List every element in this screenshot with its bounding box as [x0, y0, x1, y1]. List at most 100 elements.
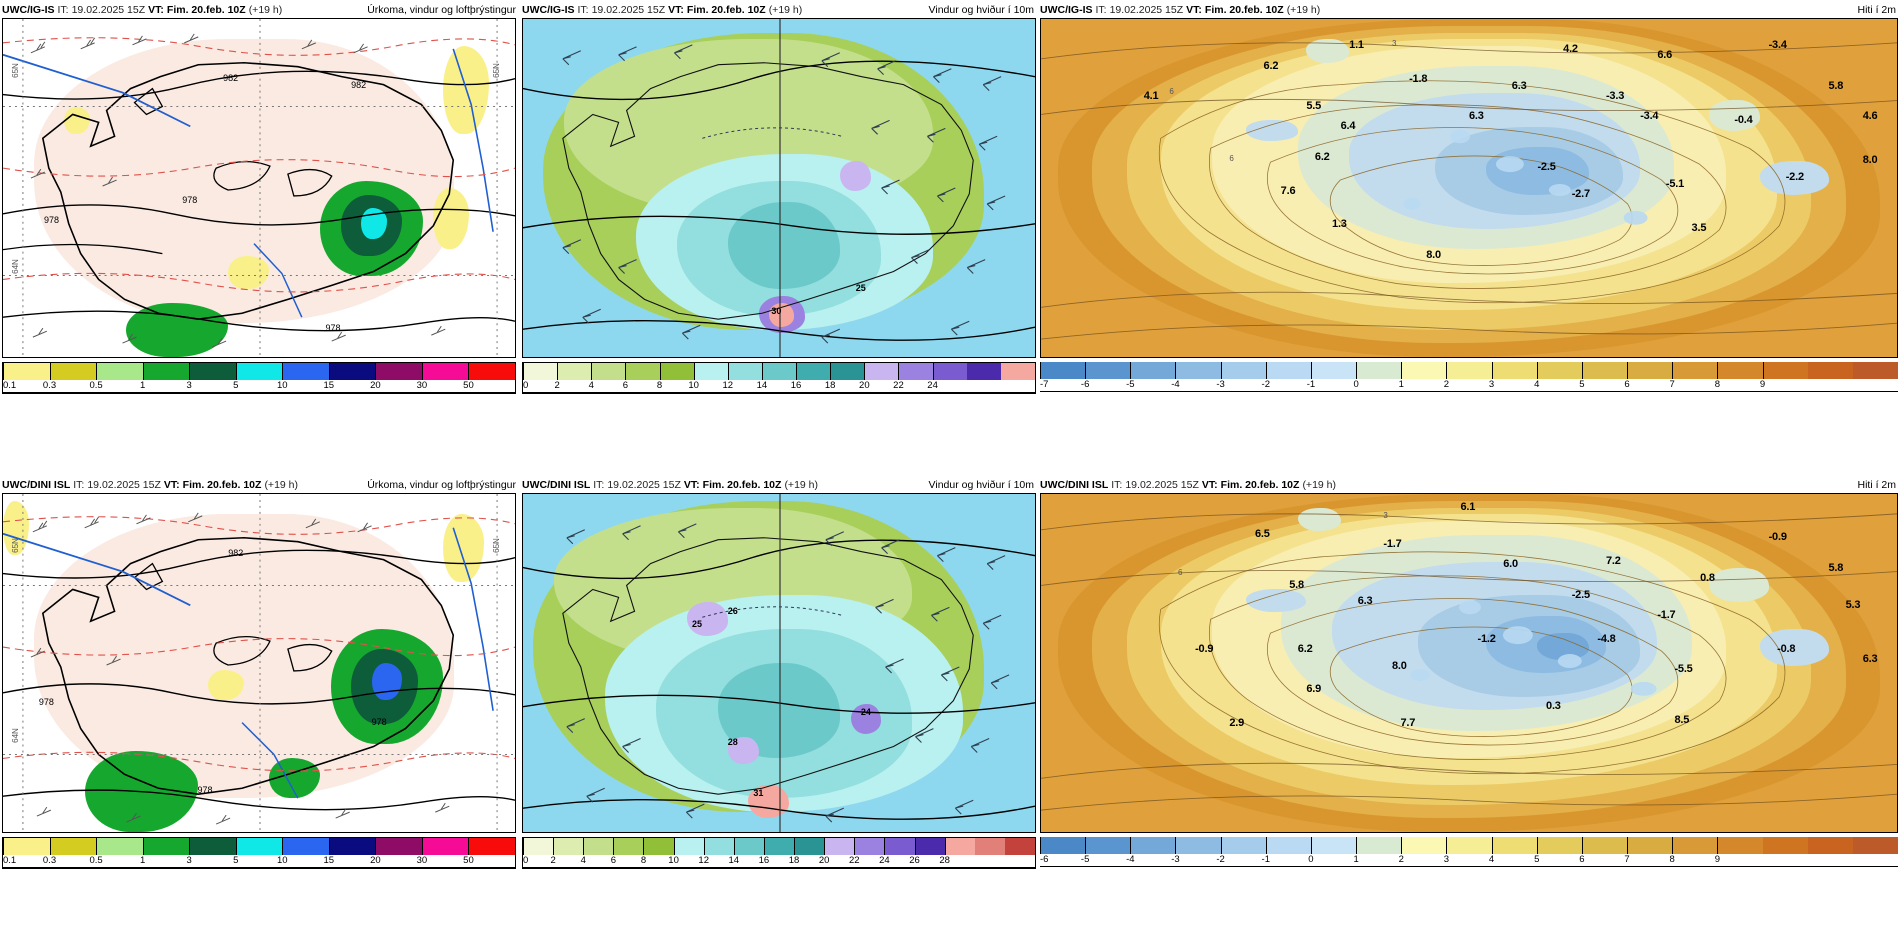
colorbar-tick-mark [613, 838, 615, 855]
temperature-value-label: 2.9 [1229, 717, 1245, 730]
colorbar-tick-mark [944, 838, 946, 855]
map-temperature[interactable]: 1.1 6.2 -1.8 4.1 4.2 6.6 -3.4 6.3 5.5 -3.3 5.8 6.4 6… [1040, 18, 1898, 358]
colorbar-swatch [703, 838, 734, 855]
colorbar-axis: 0.1 0.3 0.5 1 3 5 10 15 20 30 50 [3, 363, 515, 393]
colorbar-swatch [1581, 837, 1628, 854]
valid-label: VT: [163, 479, 180, 491]
colorbar-swatch [625, 363, 660, 380]
panel-wind-dini[interactable]: UWC/DINI ISL IT: 19.02.2025 15Z VT: Fim.… [520, 475, 1038, 950]
colorbar-swatch [1536, 362, 1582, 379]
colorbar-tick-mark [854, 838, 856, 855]
init-time: 19.02.2025 15Z [1125, 479, 1199, 491]
colorbar-swatch [1627, 837, 1673, 854]
colorbar-axis: 0 2 4 6 8 10 12 14 16 18 20 22 24 [523, 363, 1035, 393]
lead-time: (+19 h) [784, 479, 818, 491]
colorbar-tick-mark [659, 363, 661, 380]
temperature-colorbar-container: -6 -5 -4 -3 -2 -1 0 1 2 3 4 5 6 7 8 9 [1040, 837, 1898, 867]
wind-area [748, 784, 790, 819]
lead-time: (+19 h) [264, 479, 298, 491]
panel-parameter: Hiti í 2m [1857, 4, 1896, 16]
colorbar-tick-label: 0.5 [89, 380, 103, 391]
colorbar-tick-mark [1085, 362, 1087, 379]
coastline-overlay [523, 19, 1035, 357]
colorbar-swatch [3, 838, 50, 855]
colorbar-tick-mark [1401, 362, 1403, 379]
colorbar-tick-label: 14 [756, 380, 768, 391]
colorbar-tick-mark [830, 363, 832, 380]
map-temperature[interactable]: 6.1 6.5 -1.7 -0.9 6.0 7.2 0.8 5.8 5.8 6.3 -2.5 -1.7… [1040, 493, 1898, 833]
precip-area [125, 302, 229, 357]
colorbar-swatch [96, 838, 143, 855]
map-wind[interactable]: 26 25 28 24 31 [522, 493, 1036, 833]
grid-label: 64N [10, 259, 20, 275]
temperature-value-label: 5.8 [1289, 578, 1304, 591]
colorbar-tick-label: 16 [758, 855, 770, 866]
init-time: 19.02.2025 15Z [1109, 4, 1184, 16]
colorbar-swatch [932, 363, 967, 380]
colorbar-tick-mark [914, 838, 916, 855]
map-wind[interactable]: 30 25 [522, 18, 1036, 358]
temperature-value-label: -2.5 [1537, 160, 1556, 173]
panel-temperature-dini[interactable]: UWC/DINI ISL IT: 19.02.2025 15Z VT: Fim.… [1038, 475, 1900, 950]
wind-area [686, 602, 728, 636]
colorbar-tick-label: 0.1 [3, 855, 17, 866]
colorbar-swatch [1717, 362, 1763, 379]
coastline-overlay [523, 494, 1035, 832]
model-name: UWC/DINI ISL [522, 479, 591, 491]
colorbar-swatch [1040, 362, 1086, 379]
colorbar-tick-mark [375, 363, 377, 380]
colorbar-swatch [1401, 362, 1447, 379]
colorbar-baseline [523, 866, 1035, 868]
colorbar-swatch [1310, 837, 1357, 854]
precip-area [228, 255, 270, 290]
panel-parameter: Hiti í 2m [1857, 479, 1896, 491]
colorbar-tick-label: -4 [1126, 854, 1135, 865]
temperature-value-label: 7.6 [1280, 184, 1296, 197]
temperature-value-label: -0.9 [1768, 531, 1787, 544]
panel-header: UWC/IG-IS IT: 19.02.2025 15Z VT: Fim. 20… [2, 3, 518, 17]
colorbar-tick-label: 50 [463, 855, 474, 866]
map-precipitation[interactable]: 978 978 978 982 982 65N 65N 64N [2, 18, 516, 358]
colorbar-swatch [49, 838, 97, 855]
colorbar-tick-label: 10 [688, 380, 699, 391]
colorbar-tick-label: -1 [1261, 854, 1271, 865]
colorbar-tick-label: 3 [1443, 854, 1450, 865]
colorbar-tick-mark [583, 838, 585, 855]
init-label: IT: [57, 4, 69, 16]
colorbar-swatch [375, 838, 422, 855]
contour-label: 3 [1391, 39, 1397, 49]
map-precipitation[interactable]: 978 978 978 982 65N 65N 64N [2, 493, 516, 833]
map-canvas: 978 978 978 982 65N 65N 64N [3, 494, 515, 832]
colorbar-tick-mark [591, 363, 593, 380]
colorbar-baseline [1040, 865, 1898, 867]
colorbar-tick-mark [1175, 837, 1177, 854]
colorbar-tick-mark [761, 363, 763, 380]
panel-parameter: Úrkoma, vindur og loftþrýstingur [367, 479, 516, 491]
panel-wind-igis[interactable]: UWC/IG-IS IT: 19.02.2025 15Z VT: Fim. 20… [520, 0, 1038, 475]
colorbar-tick-mark [3, 363, 4, 380]
colorbar-tick-label: 3 [186, 380, 192, 391]
panel-temperature-igis[interactable]: UWC/IG-IS IT: 19.02.2025 15Z VT: Fim. 20… [1038, 0, 1900, 475]
lead-time: (+19 h) [248, 4, 283, 16]
init-label: IT: [1111, 479, 1123, 491]
colorbar-tick-mark [1265, 362, 1267, 379]
lead-time: (+19 h) [768, 4, 803, 16]
colorbar-tick-mark [1130, 362, 1132, 379]
colorbar-tick-label: -5 [1126, 379, 1135, 390]
colorbar-tick-mark [235, 363, 237, 380]
colorbar-tick-mark [1040, 837, 1041, 854]
colorbar-tick-label: 20 [370, 380, 381, 391]
panel-precip-dini[interactable]: UWC/DINI ISL IT: 19.02.2025 15Z VT: Fim.… [0, 475, 520, 950]
valid-time: Fim. 20.feb. 10Z [702, 479, 782, 491]
colorbar-tick-mark [142, 363, 144, 380]
colorbar-tick-mark [282, 838, 284, 855]
colorbar-swatch [557, 363, 592, 380]
panel-precip-igis[interactable]: UWC/IG-IS IT: 19.02.2025 15Z VT: Fim. 20… [0, 0, 520, 475]
temperature-value-label: 4.6 [1862, 110, 1878, 123]
colorbar-tick-label: 14 [728, 855, 740, 866]
colorbar-tick-label: 0 [1308, 854, 1314, 865]
colorbar-tick-label: -5 [1080, 854, 1090, 865]
temperature-value-label: -5.1 [1665, 177, 1685, 190]
temperature-value-label: -2.7 [1571, 188, 1590, 200]
colorbar-tick-label: -1 [1306, 379, 1316, 390]
